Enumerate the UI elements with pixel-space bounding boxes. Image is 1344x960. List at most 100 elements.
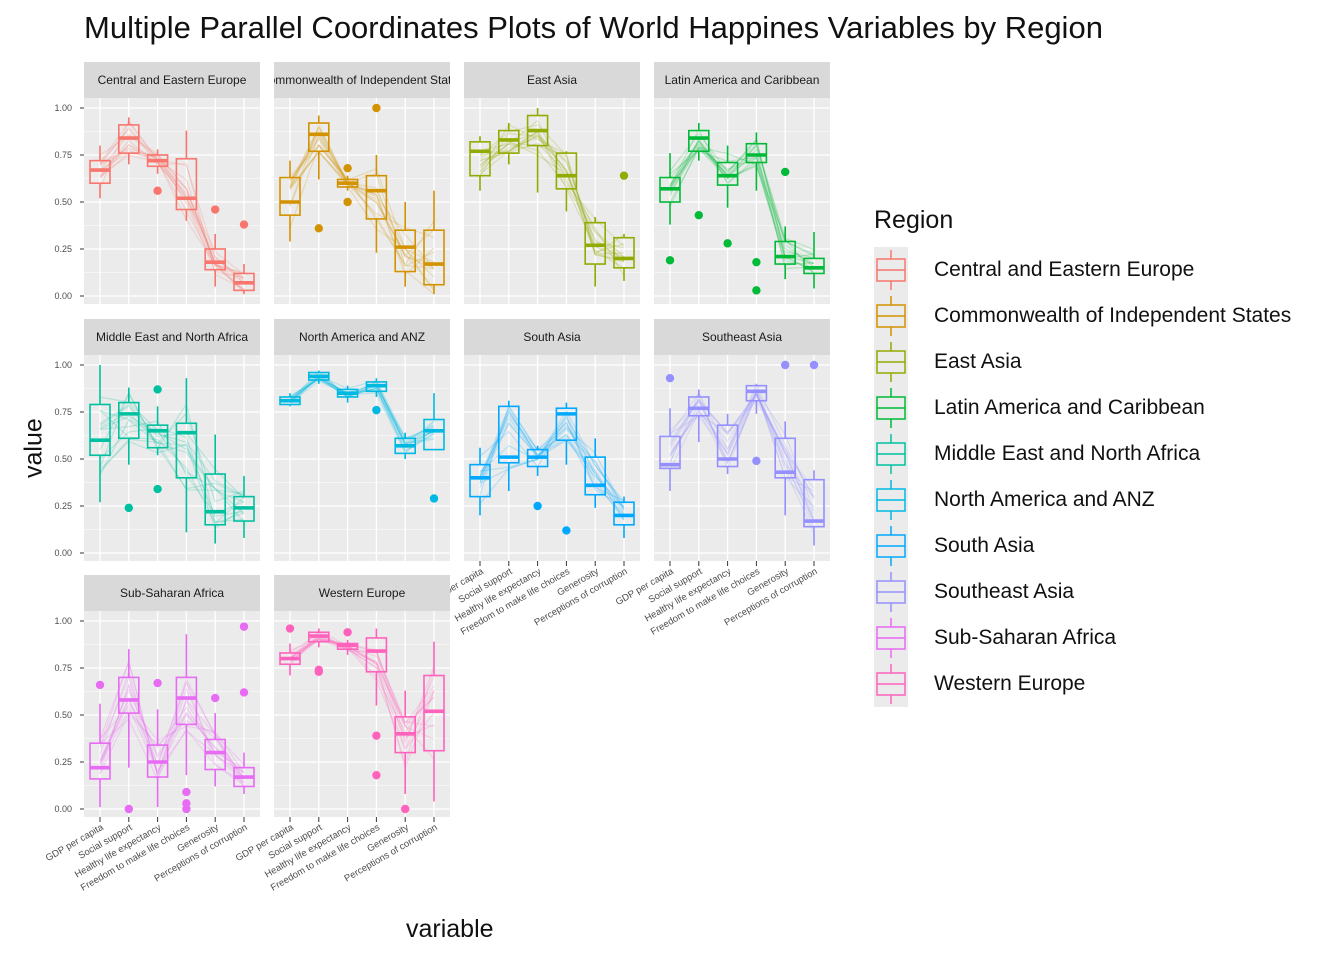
boxplot xyxy=(394,432,417,459)
legend-label: Sub-Saharan Africa xyxy=(934,626,1117,649)
panel-background xyxy=(84,611,260,817)
boxplot xyxy=(803,232,825,289)
parallel-line xyxy=(479,119,625,276)
box xyxy=(146,424,169,449)
outlier-point xyxy=(372,731,381,740)
facet-panel: Latin America and Caribbean xyxy=(654,62,830,304)
facet-strip xyxy=(274,62,450,98)
parallel-line xyxy=(289,380,435,445)
parallel-line xyxy=(479,132,625,258)
legend-key xyxy=(874,569,908,615)
outlier-point xyxy=(182,799,191,808)
boxplot xyxy=(394,690,417,814)
parallel-line xyxy=(479,130,625,263)
parallel-line xyxy=(669,140,815,257)
parallel-line xyxy=(479,417,625,502)
legend-item: Latin America and Caribbean xyxy=(874,385,1291,431)
y-tick-label: 1.00 xyxy=(54,103,72,113)
facet-strip-label: Central and Eastern Europe xyxy=(98,73,247,87)
legend-key xyxy=(874,661,908,707)
boxplot xyxy=(307,115,330,233)
parallel-line xyxy=(99,410,245,497)
outlier-point xyxy=(694,210,703,220)
outlier-point xyxy=(239,622,249,631)
parallel-line xyxy=(669,395,815,497)
parallel-line xyxy=(289,377,435,453)
parallel-line xyxy=(99,659,245,779)
parallel-line xyxy=(289,125,435,265)
legend-item: Western Europe xyxy=(874,661,1291,707)
legend-key xyxy=(874,339,908,385)
box xyxy=(423,418,445,451)
legend-label: East Asia xyxy=(934,350,1022,373)
legend-key xyxy=(874,477,908,523)
boxplot xyxy=(89,365,111,503)
y-tick-label: 1.00 xyxy=(54,360,72,370)
facet-strip-label: Middle East and North Africa xyxy=(96,330,248,344)
panel-background xyxy=(84,98,260,304)
legend-label: Commonwealth of Independent States xyxy=(934,304,1292,327)
boxplot xyxy=(307,628,330,676)
box xyxy=(204,738,226,771)
boxplot xyxy=(423,641,445,802)
parallel-line xyxy=(99,688,245,778)
legend-item: North America and ANZ xyxy=(874,477,1291,523)
facet-strip xyxy=(464,62,640,98)
outlier-point xyxy=(372,405,381,415)
outlier-point xyxy=(211,205,220,214)
y-tick-label: 0.75 xyxy=(54,407,72,417)
boxplot xyxy=(118,387,140,513)
facet-strip-label: North America and ANZ xyxy=(299,330,425,344)
legend-label: Latin America and Caribbean xyxy=(934,396,1205,419)
parallel-line xyxy=(99,658,245,786)
legend-key xyxy=(874,615,908,661)
boxplot xyxy=(497,400,520,491)
boxplot xyxy=(469,447,491,516)
box xyxy=(118,676,140,714)
parallel-line xyxy=(479,421,625,521)
legend-key xyxy=(874,293,908,339)
parallel-line xyxy=(99,699,245,782)
panel-background xyxy=(464,355,640,561)
boxplot xyxy=(745,132,768,295)
boxplot xyxy=(555,402,578,535)
facet-panel: North America and ANZ xyxy=(274,319,450,561)
parallel-line xyxy=(479,143,625,256)
facet-panel: Middle East and North Africa 0.00 0.25 0.50… xyxy=(54,319,260,561)
box xyxy=(204,473,226,526)
outlier-point xyxy=(153,186,162,195)
boxplot xyxy=(175,130,198,221)
boxplot xyxy=(716,413,739,475)
box xyxy=(613,501,635,526)
outlier-point xyxy=(182,787,191,797)
legend-label: Southeast Asia xyxy=(934,580,1075,603)
box xyxy=(745,384,768,402)
legend-key xyxy=(874,523,908,569)
box xyxy=(204,248,226,271)
facet-strip-label: South Asia xyxy=(523,330,581,344)
legend-label: Western Europe xyxy=(934,672,1086,695)
parallel-line xyxy=(99,409,245,525)
boxplot xyxy=(175,378,198,533)
parallel-line xyxy=(289,126,435,270)
parallel-line xyxy=(99,680,245,784)
boxplot xyxy=(336,385,359,403)
parallel-line xyxy=(99,143,245,275)
facet-strip xyxy=(84,62,260,98)
y-tick-label: 0.75 xyxy=(54,150,72,160)
box xyxy=(89,742,111,780)
boxplot xyxy=(365,628,388,780)
facet-strip xyxy=(654,62,830,98)
facet-panel: Central and Eastern Europe 0.00 0.25 0.50 0.… xyxy=(54,62,260,304)
boxplot xyxy=(146,678,169,808)
y-tick-label: 0.00 xyxy=(54,291,72,301)
y-tick-label: 0.25 xyxy=(54,757,72,767)
x-axis-label: variable xyxy=(406,915,494,943)
boxplot xyxy=(365,378,388,415)
outlier-point xyxy=(665,256,675,265)
box xyxy=(584,221,607,265)
boxplot xyxy=(175,634,198,814)
outlier-point xyxy=(723,239,732,248)
box xyxy=(555,407,578,441)
